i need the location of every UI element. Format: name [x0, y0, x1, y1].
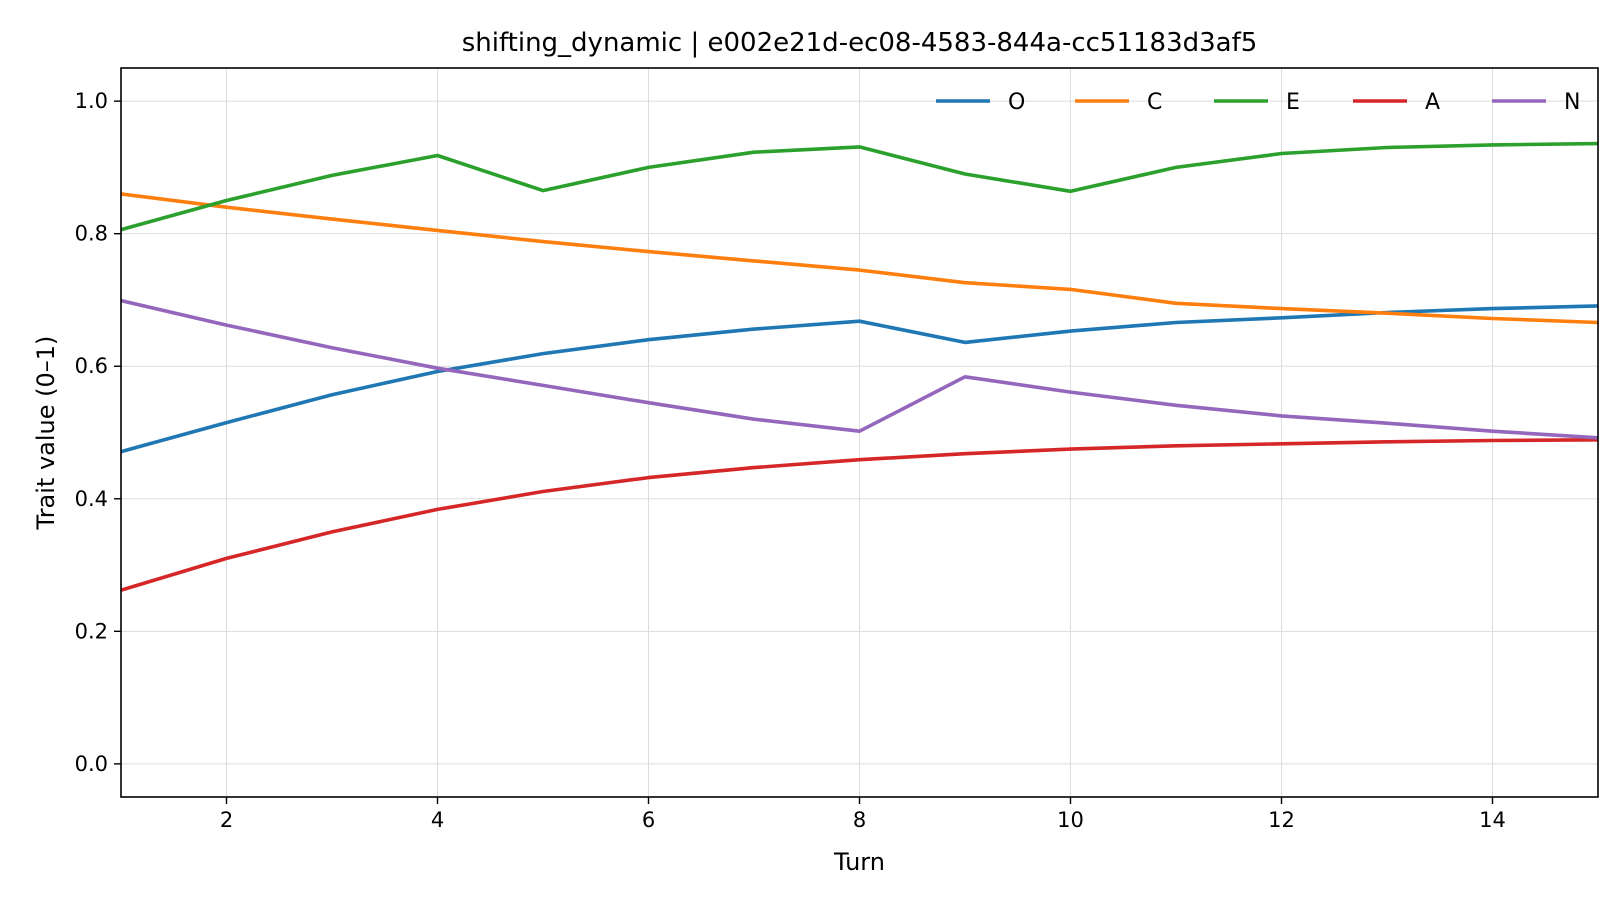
y-tick-label: 0.2: [75, 619, 108, 643]
x-axis-title: Turn: [833, 848, 885, 876]
legend-item-c: C: [1075, 90, 1162, 115]
legend-label: A: [1425, 90, 1440, 115]
y-tick-label: 0.4: [75, 487, 108, 511]
chart-title: shifting_dynamic | e002e21d-ec08-4583-84…: [462, 28, 1258, 58]
series-line-o: [120, 304, 1599, 454]
legend-item-e: E: [1214, 90, 1300, 115]
x-tick-label: 10: [1057, 808, 1084, 832]
legend-item-o: O: [936, 90, 1025, 115]
legend-label: E: [1286, 90, 1300, 115]
y-axis-title: Trait value (0–1): [32, 336, 60, 531]
series-line-e: [120, 141, 1599, 232]
series-lines: [120, 141, 1599, 592]
grid-lines: [121, 68, 1598, 797]
series-line-c: [120, 192, 1599, 325]
legend-label: N: [1564, 90, 1580, 115]
y-tick-label: 0.6: [75, 354, 108, 378]
y-axis-ticks: 0.0 0.2 0.4 0.6 0.8 1.0: [75, 89, 121, 776]
legend-label: O: [1008, 90, 1025, 115]
x-tick-label: 14: [1479, 808, 1506, 832]
x-tick-label: 6: [642, 808, 655, 832]
legend-label: C: [1147, 90, 1162, 115]
legend-item-a: A: [1353, 90, 1440, 115]
x-tick-label: 12: [1268, 808, 1295, 832]
x-tick-label: 8: [853, 808, 866, 832]
x-tick-label: 2: [220, 808, 233, 832]
series-line-a: [120, 438, 1599, 592]
y-tick-label: 1.0: [75, 89, 108, 113]
x-axis-ticks: 2 4 6 8 10 12 14: [220, 797, 1506, 832]
series-line-n: [120, 298, 1599, 440]
x-tick-label: 4: [431, 808, 444, 832]
y-tick-label: 0.0: [75, 752, 108, 776]
legend-item-n: N: [1492, 90, 1580, 115]
y-tick-label: 0.8: [75, 222, 108, 246]
